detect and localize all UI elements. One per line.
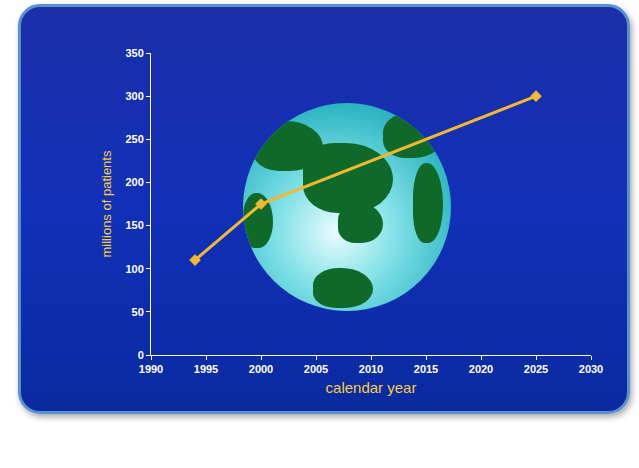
svg-text:2005: 2005 bbox=[304, 363, 328, 375]
svg-text:150: 150 bbox=[125, 219, 143, 231]
svg-text:2030: 2030 bbox=[579, 363, 603, 375]
svg-text:millions of patients: millions of patients bbox=[99, 150, 114, 257]
svg-text:50: 50 bbox=[132, 306, 144, 318]
svg-text:2015: 2015 bbox=[414, 363, 438, 375]
svg-text:calendar year: calendar year bbox=[326, 379, 417, 396]
svg-text:1990: 1990 bbox=[139, 363, 163, 375]
svg-text:250: 250 bbox=[125, 133, 143, 145]
svg-text:350: 350 bbox=[125, 47, 143, 59]
svg-text:200: 200 bbox=[125, 176, 143, 188]
svg-text:100: 100 bbox=[125, 263, 143, 275]
svg-text:2000: 2000 bbox=[249, 363, 273, 375]
svg-text:2020: 2020 bbox=[469, 363, 493, 375]
svg-text:0: 0 bbox=[138, 349, 144, 361]
svg-text:2010: 2010 bbox=[359, 363, 383, 375]
svg-text:300: 300 bbox=[125, 90, 143, 102]
svg-text:1995: 1995 bbox=[194, 363, 218, 375]
svg-text:2025: 2025 bbox=[524, 363, 548, 375]
